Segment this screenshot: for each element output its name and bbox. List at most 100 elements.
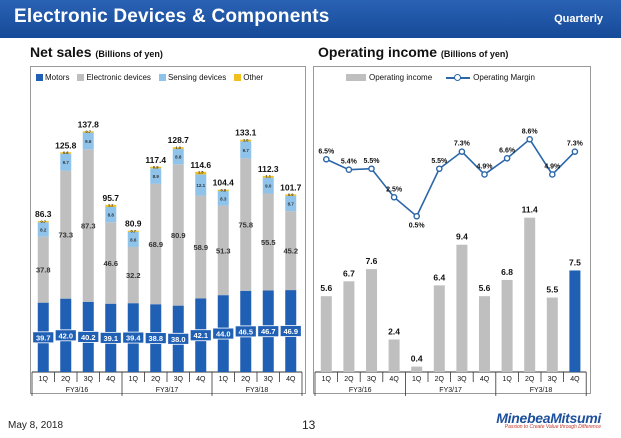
total-value-label: 80.9 [125, 219, 142, 229]
operating-income-value-label: 5.5 [546, 285, 558, 295]
other-segment [60, 152, 72, 154]
legend-swatch-margin [446, 73, 471, 82]
electronic-value-label: 51.3 [216, 246, 231, 255]
motors-value-label: 38.8 [148, 334, 163, 343]
total-value-label: 104.4 [213, 178, 235, 188]
operating-income-category-label: 2Q [435, 376, 445, 383]
other-segment [150, 166, 162, 169]
sensing-segment [105, 206, 117, 223]
operating-income-bar [546, 297, 558, 372]
legend-sensing: Sensing devices [158, 73, 226, 82]
operating-income-value-label: 6.4 [433, 272, 445, 282]
electronic-value-label: 68.9 [148, 240, 163, 249]
net-sales-panel [30, 66, 306, 394]
total-value-label: 137.8 [78, 119, 100, 129]
legend-operating-income: Operating income [346, 73, 432, 82]
other-segment [37, 221, 49, 223]
other-segment [285, 194, 297, 196]
sensing-value-label: 8.3 [220, 196, 227, 201]
sensing-segment [262, 177, 274, 194]
slide-title: Electronic Devices & Components [14, 6, 330, 27]
sensing-value-label: 8.8 [175, 155, 182, 160]
other-value-label: 1.0 [175, 145, 181, 150]
operating-margin-label: 4.9% [544, 163, 561, 170]
legend-swatch-other [234, 74, 242, 81]
operating-margin-point [368, 165, 375, 173]
net-sales-group-label: FY3/18 [246, 387, 269, 394]
operating-income-bar [569, 270, 581, 372]
motors-label-box [144, 332, 167, 345]
operating-margin-point [503, 155, 511, 162]
net-sales-title: Net sales (Billions of yen) [30, 44, 163, 60]
total-value-label: 86.3 [35, 209, 52, 219]
motors-label-box [77, 330, 100, 343]
operating-income-title: Operating income (Billions of yen) [318, 44, 508, 60]
electronic-value-label: 87.3 [81, 222, 96, 231]
operating-margin-point [548, 171, 556, 178]
operating-income-category-label: 3Q [457, 376, 467, 383]
motors-value-label: 39.7 [36, 333, 51, 342]
sensing-value-label: 9.7 [63, 160, 70, 165]
motors-value-label: 46.9 [283, 327, 298, 336]
operating-income-chart: 1Q 2Q 3Q 4Q 1Q 2Q 3Q 4Q 1Q 2Q 3Q 4Q FY3/16 FY3/17 FY3/… [314, 128, 587, 396]
sensing-value-label: 8.2 [40, 227, 47, 232]
operating-income-panel [313, 66, 591, 394]
total-value-label: 114.6 [190, 160, 211, 170]
electronic-value-label: 32.2 [126, 271, 141, 280]
other-value-label: 0.8 [63, 150, 69, 155]
other-segment [172, 147, 184, 149]
electronic-segment [262, 193, 274, 291]
net-sales-chart: 1Q 2Q 3Q 4Q 1Q 2Q 3Q 4Q 1Q 2Q 3Q 4Q FY3/16 FY3/17 FY3/… [31, 119, 303, 396]
sensing-segment [127, 231, 139, 247]
sensing-value-label: 12.1 [196, 183, 205, 188]
motors-label-box [212, 327, 235, 340]
operating-income-category-label: 2Q [344, 376, 354, 383]
operating-margin-point [526, 136, 533, 143]
sensing-segment [285, 195, 297, 212]
operating-income-bar [388, 339, 400, 372]
legend-label-motors: Motors [45, 73, 70, 82]
net-sales-category-label: 1Q [129, 376, 139, 383]
electronic-value-label: 80.9 [171, 231, 186, 240]
net-sales-category-label: 3Q [264, 376, 274, 383]
sensing-value-label: 8.8 [108, 213, 115, 218]
net-sales-legend: Motors Electronic devices Sensing device… [36, 73, 271, 82]
sensing-value-label: 8.6 [130, 237, 137, 242]
company-logo: MinebeaMitsumi Passion to Create Value t… [496, 410, 601, 430]
operating-income-bar [456, 244, 468, 372]
operating-income-value-label: 9.4 [456, 232, 468, 242]
electronic-value-label: 45.2 [283, 247, 298, 256]
other-segment [82, 131, 94, 133]
header-bar: Electronic Devices & Components Quarterl… [0, 0, 621, 38]
net-sales-category-label: 2Q [151, 376, 161, 383]
operating-margin-point [390, 193, 398, 201]
sensing-value-label: 9.6 [85, 139, 92, 144]
operating-income-title-main: Operating income [318, 44, 438, 60]
legend-label-electronic: Electronic devices [86, 73, 151, 82]
operating-income-value-label: 6.7 [343, 268, 355, 278]
operating-margin-point [323, 155, 330, 163]
operating-margin-label: 0.5% [409, 222, 426, 229]
legend-swatch-income [346, 74, 366, 81]
operating-margin-label: 7.3% [567, 141, 584, 148]
operating-income-value-label: 7.5 [569, 257, 581, 267]
other-segment [127, 230, 139, 232]
net-sales-category-label: 3Q [84, 376, 94, 383]
electronic-segment [82, 149, 94, 302]
operating-income-category-label: 2Q [525, 376, 535, 383]
operating-income-bar [501, 279, 513, 372]
sensing-segment [37, 222, 49, 237]
other-value-label: 1.2 [108, 203, 114, 208]
net-sales-category-label: 2Q [61, 376, 71, 383]
motors-value-label: 39.4 [126, 334, 141, 343]
other-value-label: 0.9 [288, 192, 294, 197]
operating-income-category-label: 4Q [389, 376, 399, 383]
electronic-value-label: 73.3 [58, 231, 73, 240]
other-segment [195, 171, 207, 175]
net-sales-category-label: 1Q [39, 376, 49, 383]
other-segment [217, 189, 229, 192]
operating-income-group-label: FY3/18 [530, 387, 553, 394]
other-segment [105, 204, 117, 207]
motors-label-box [167, 332, 190, 345]
net-sales-group-label: FY3/17 [156, 387, 179, 394]
